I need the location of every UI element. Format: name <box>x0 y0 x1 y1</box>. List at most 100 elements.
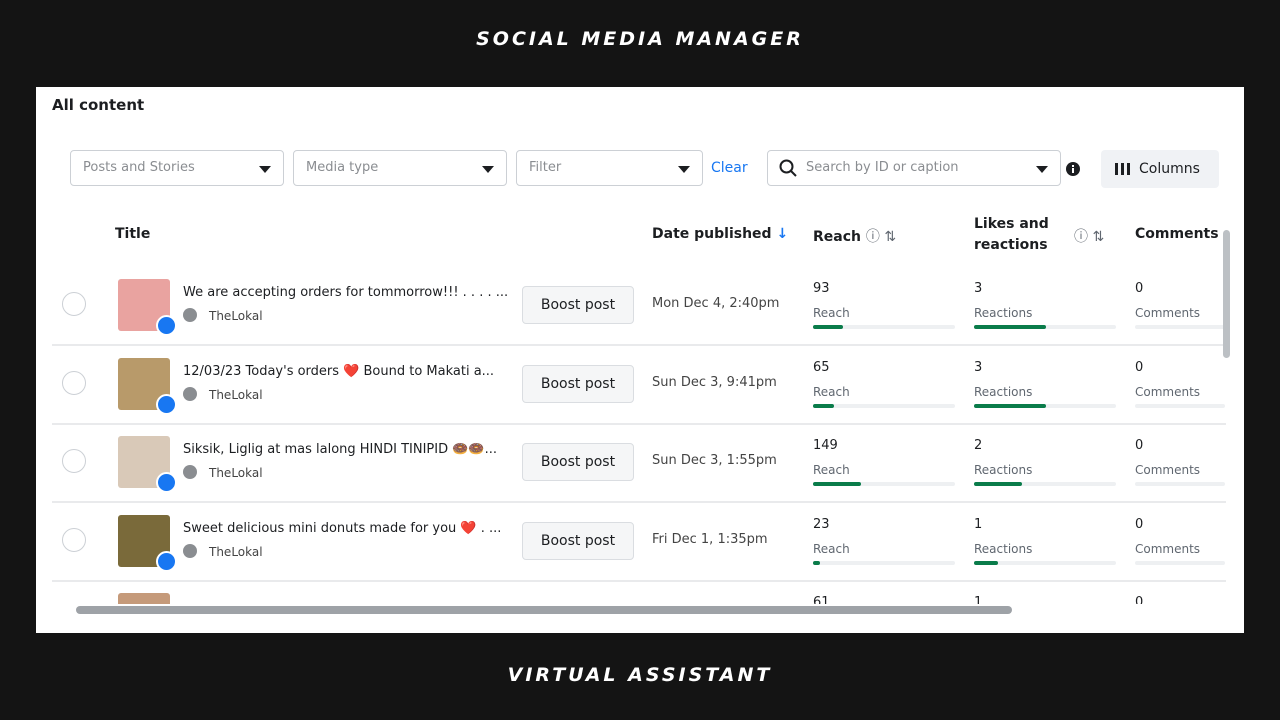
reach-track <box>813 482 955 486</box>
column-header[interactable]: Date published ↓ <box>652 226 788 242</box>
page-avatar <box>183 465 197 479</box>
reach-label: Reach <box>813 306 850 320</box>
reactions-value: 2 <box>974 438 983 453</box>
page-name: TheLokal <box>209 309 263 323</box>
columns-button[interactable]: Columns <box>1101 150 1219 188</box>
comments-track <box>1135 560 1225 565</box>
reactions-label: Reactions <box>974 463 1033 477</box>
columns-icon <box>1115 163 1130 175</box>
footer-title: VIRTUAL ASSISTANT <box>507 664 773 686</box>
reactions-track <box>974 325 1116 329</box>
reactions-track <box>974 482 1116 486</box>
boost-button[interactable]: Boost post <box>522 521 634 560</box>
comments-value: 0 <box>1135 281 1144 296</box>
date-published: Sun Dec 3, 1:55pm <box>652 453 777 468</box>
reactions-bar <box>974 482 1022 486</box>
reactions-value: 1 <box>974 595 983 604</box>
header-title: SOCIAL MEDIA MANAGER <box>476 28 804 50</box>
page-avatar <box>183 386 197 401</box>
post-thumbnail <box>118 593 170 604</box>
reach-bar <box>813 403 834 408</box>
reach-value: 149 <box>813 438 838 453</box>
column-header[interactable]: Likes and reactions <box>974 216 1049 253</box>
boost-button[interactable]: Boost post <box>522 443 634 481</box>
table-row: We are accepting orders for tommorrow!!!… <box>52 266 1226 346</box>
facebook-badge <box>156 393 177 415</box>
reach-label: Reach <box>813 384 850 399</box>
columns-label: Columns <box>1139 161 1200 177</box>
vertical-scrollbar[interactable] <box>1223 230 1230 358</box>
reach-bar <box>813 560 821 565</box>
row-checkbox[interactable] <box>62 370 86 395</box>
page-avatar <box>183 308 197 322</box>
reactions-track <box>974 560 1116 565</box>
table-row: 12/03/23 Today's orders ❤️ Bound to Maka… <box>52 345 1226 425</box>
reach-bar <box>813 325 843 329</box>
table-body: We are accepting orders for tommorrow!!!… <box>36 266 1226 604</box>
content-panel: All content Posts and Stories Media type… <box>36 87 1244 633</box>
comments-track <box>1135 325 1225 329</box>
facebook-badge <box>156 315 177 336</box>
clear-link[interactable]: Clear <box>711 160 748 176</box>
reactions-bar <box>974 325 1046 329</box>
post-title: We are accepting orders for tommorrow!!!… <box>183 285 509 300</box>
column-header-label: Reach <box>813 229 861 245</box>
reactions-track <box>974 403 1116 408</box>
search-placeholder: Search by ID or caption <box>806 160 959 175</box>
column-header-label: Date published <box>652 226 772 242</box>
reactions-value: 3 <box>974 359 983 375</box>
comments-label: Comments <box>1135 384 1201 399</box>
search-icon <box>779 159 797 177</box>
reach-track <box>813 560 955 565</box>
search-box[interactable]: Search by ID or caption <box>767 150 1061 186</box>
table-row: 61 1 0 <box>52 580 1226 604</box>
reactions-bar <box>974 403 1046 408</box>
boost-button[interactable]: Boost post <box>522 364 634 403</box>
comments-track <box>1135 482 1225 486</box>
comments-value: 0 <box>1135 359 1144 375</box>
reactions-bar <box>974 560 998 565</box>
row-checkbox[interactable] <box>62 527 86 552</box>
reactions-label: Reactions <box>974 306 1033 320</box>
reach-value: 23 <box>813 516 830 532</box>
row-checkbox[interactable] <box>62 449 86 473</box>
comments-track <box>1135 403 1225 408</box>
comments-label: Comments <box>1135 463 1201 477</box>
page-avatar <box>183 543 197 558</box>
table-row: Siksik, Liglig at mas lalong HINDI TINIP… <box>52 423 1226 503</box>
date-published: Fri Dec 1, 1:35pm <box>652 531 768 547</box>
reach-bar <box>813 482 861 486</box>
reach-value: 61 <box>813 595 830 604</box>
reach-label: Reach <box>813 541 850 556</box>
filter-dropdown[interactable]: Media type <box>293 150 507 186</box>
info-icon[interactable] <box>1065 161 1081 177</box>
comments-value: 0 <box>1135 595 1144 604</box>
sort-arrow: ↓ <box>776 226 789 242</box>
facebook-badge <box>156 550 177 572</box>
boost-button[interactable]: Boost post <box>522 286 634 324</box>
reactions-label: Reactions <box>974 541 1033 556</box>
column-header: Comments <box>1135 226 1219 242</box>
page-name: TheLokal <box>209 466 263 480</box>
column-header[interactable]: Reach ⓘ ⇅ <box>813 229 897 245</box>
facebook-badge <box>156 472 177 493</box>
sort-icons: ⓘ ⇅ <box>1074 229 1105 245</box>
post-title: 12/03/23 Today's orders ❤️ Bound to Maka… <box>183 363 495 379</box>
reach-value: 65 <box>813 359 830 375</box>
date-published: Mon Dec 4, 2:40pm <box>652 296 780 311</box>
page-name: TheLokal <box>209 387 263 402</box>
horizontal-scrollbar[interactable] <box>76 606 1012 614</box>
reach-track <box>813 403 955 408</box>
date-published: Sun Dec 3, 9:41pm <box>652 374 777 390</box>
comments-label: Comments <box>1135 306 1201 320</box>
filter-dropdown[interactable]: Posts and Stories <box>70 150 284 186</box>
reach-label: Reach <box>813 463 850 477</box>
filter-dropdown[interactable]: Filter <box>516 150 703 186</box>
reach-track <box>813 325 955 329</box>
post-title: Siksik, Liglig at mas lalong HINDI TINIP… <box>183 442 498 457</box>
row-checkbox[interactable] <box>62 292 86 316</box>
page-name: TheLokal <box>209 544 263 559</box>
post-title: Sweet delicious mini donuts made for you… <box>183 520 502 536</box>
reactions-value: 3 <box>974 281 983 296</box>
